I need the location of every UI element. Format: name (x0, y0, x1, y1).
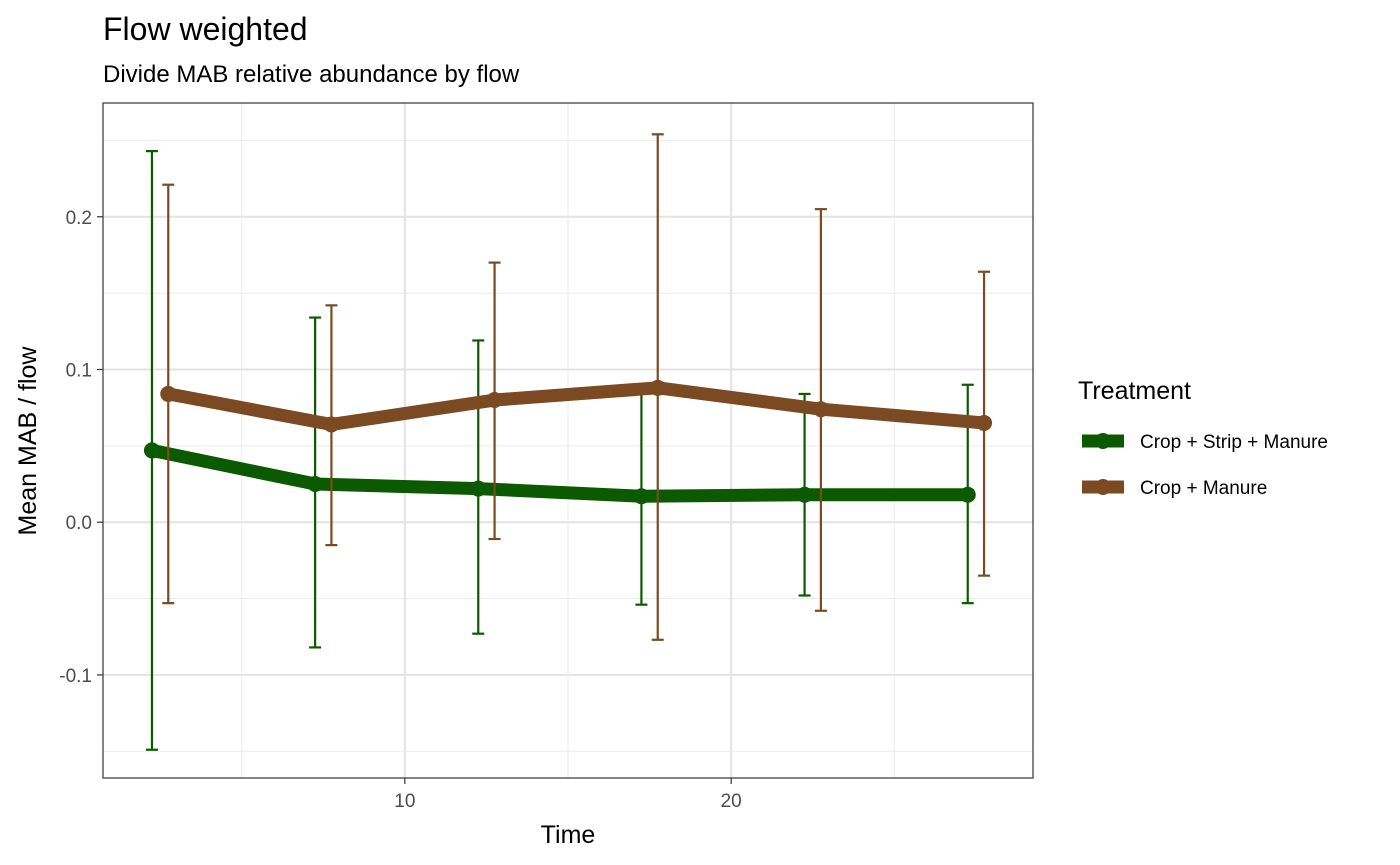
data-point (486, 392, 503, 409)
x-tick-label: 20 (721, 791, 742, 812)
y-tick-label: 0.0 (66, 513, 92, 534)
y-tick-label: 0.1 (66, 360, 92, 381)
series-line (150, 444, 968, 503)
major-gridlines (103, 103, 1033, 778)
y-tick-label: 0.2 (66, 208, 92, 229)
data-point (307, 476, 324, 493)
data-point (959, 486, 976, 503)
legend-key-point (1095, 479, 1111, 495)
legend-title: Treatment (1078, 377, 1191, 405)
y-axis-title: Mean MAB / flow (14, 346, 42, 536)
x-axis: 10 20 (394, 778, 742, 812)
series-1 (143, 150, 976, 751)
series-line (167, 381, 985, 431)
data-point (143, 442, 160, 459)
legend-label: Crop + Manure (1140, 478, 1267, 499)
series-layer (143, 133, 993, 751)
plot-panel (102, 102, 1034, 779)
chart-subtitle: Divide MAB relative abundance by flow (103, 61, 520, 88)
y-tick-label: -0.1 (59, 666, 92, 687)
data-point (649, 379, 666, 396)
x-axis-title: Time (541, 821, 596, 849)
data-point (812, 401, 829, 418)
minor-gridlines (103, 103, 1033, 778)
series-2 (160, 133, 993, 641)
data-point (470, 480, 487, 497)
chart-title: Flow weighted (103, 11, 308, 47)
y-axis: -0.1 0.0 0.1 0.2 (59, 208, 103, 687)
legend: Treatment Crop + Strip + Manure Crop + Ma… (1078, 377, 1328, 499)
panel-border (102, 102, 1034, 779)
data-point (796, 486, 813, 503)
data-point (160, 385, 177, 402)
data-point (323, 416, 340, 433)
x-tick-label: 10 (394, 791, 415, 812)
legend-item: Crop + Strip + Manure (1082, 432, 1328, 453)
legend-item: Crop + Manure (1082, 478, 1267, 499)
data-point (633, 488, 650, 505)
legend-label: Crop + Strip + Manure (1140, 432, 1328, 453)
data-point (976, 414, 993, 431)
legend-items: Crop + Strip + Manure Crop + Manure (1082, 432, 1328, 499)
legend-key-point (1095, 433, 1111, 449)
